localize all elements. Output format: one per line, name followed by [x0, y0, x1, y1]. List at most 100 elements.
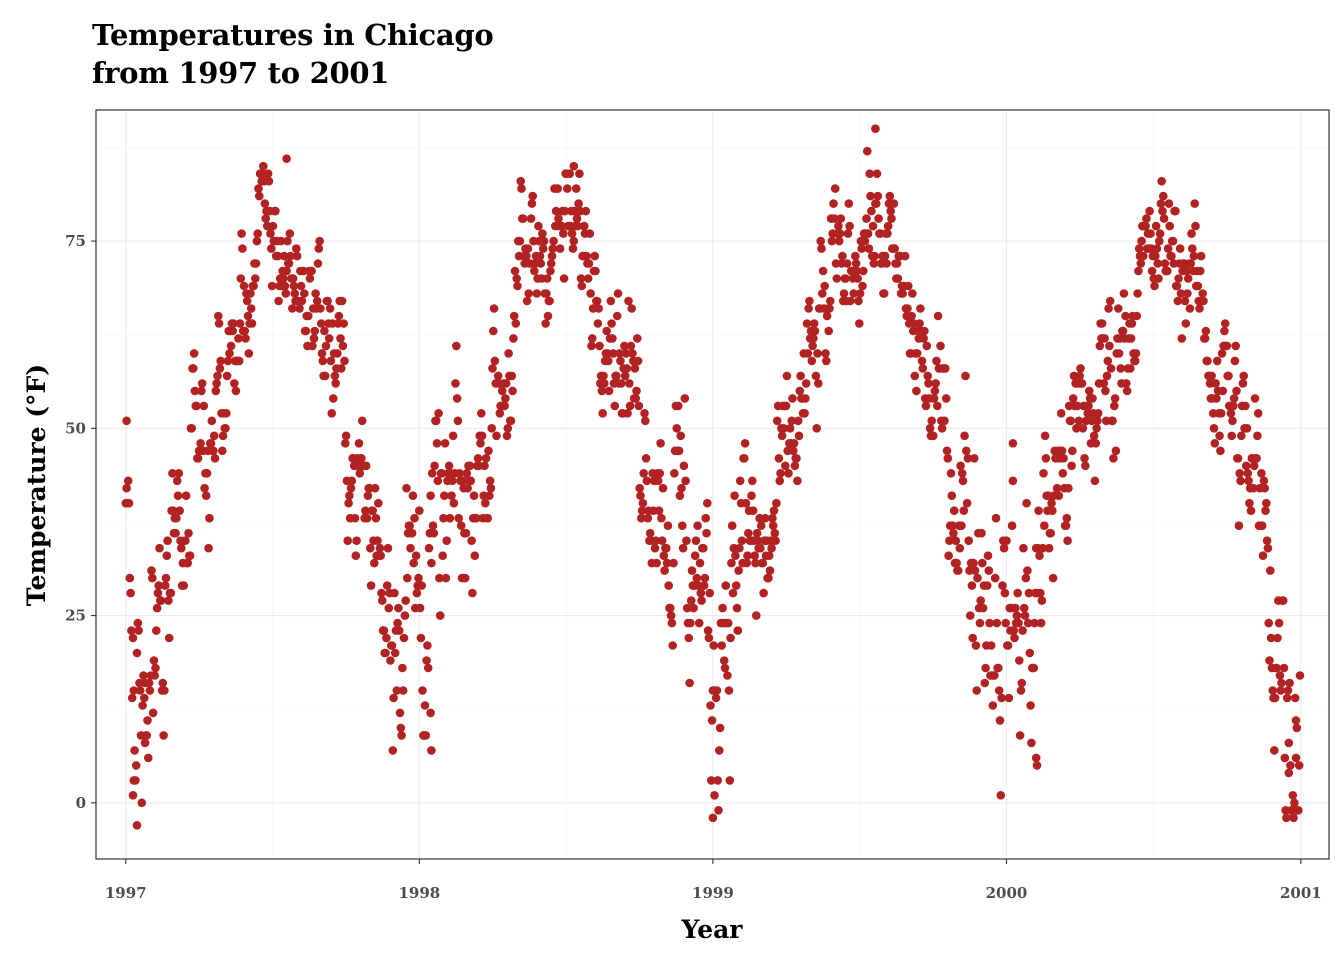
data-point [572, 214, 582, 223]
data-point [1073, 401, 1082, 411]
data-point [653, 476, 663, 486]
data-point [1210, 439, 1220, 448]
data-point [1040, 521, 1049, 530]
data-point [941, 364, 950, 373]
data-point [1103, 356, 1113, 366]
data-point [635, 483, 644, 493]
data-point [1244, 476, 1253, 486]
data-point [315, 236, 324, 246]
data-point [999, 543, 1009, 553]
data-point [202, 469, 212, 478]
data-point [135, 686, 145, 695]
data-point [865, 169, 874, 178]
data-point [656, 439, 665, 448]
data-point [976, 596, 985, 605]
data-point [602, 326, 611, 336]
data-point [586, 289, 595, 298]
data-point [415, 506, 424, 515]
data-point [616, 379, 626, 388]
data-point [731, 581, 741, 590]
data-point [264, 176, 274, 186]
data-point [340, 356, 349, 366]
data-point [241, 334, 250, 343]
data-point [1215, 431, 1224, 441]
data-point [539, 236, 549, 246]
data-point [672, 424, 681, 433]
data-point [429, 528, 439, 538]
data-point [337, 364, 346, 373]
data-point [643, 513, 653, 523]
data-point [659, 551, 669, 560]
data-point [947, 491, 957, 501]
data-point [447, 491, 456, 501]
data-point [1027, 738, 1036, 748]
data-point [271, 206, 280, 216]
data-point [1089, 431, 1099, 441]
data-point [148, 708, 158, 718]
data-point [809, 334, 818, 343]
data-point [1133, 289, 1142, 298]
data-point [801, 379, 811, 388]
data-point [571, 184, 581, 193]
data-point [923, 371, 932, 381]
data-point [592, 296, 602, 306]
data-point [1054, 491, 1064, 501]
data-point [1021, 573, 1031, 583]
data-point [781, 461, 790, 471]
data-point [843, 229, 853, 238]
data-point [1047, 498, 1056, 508]
data-point [1242, 424, 1252, 433]
data-point [242, 296, 252, 306]
data-point [1201, 326, 1211, 336]
data-point [737, 536, 747, 545]
chart-title: Temperatures in Chicago [92, 18, 494, 52]
data-point [962, 446, 971, 456]
data-point [435, 573, 444, 583]
data-point [164, 596, 173, 605]
data-point [966, 611, 975, 620]
data-point [666, 611, 676, 620]
data-point [949, 528, 958, 538]
data-point [1046, 528, 1055, 538]
data-point [944, 551, 953, 560]
data-point [523, 244, 533, 253]
data-point [1275, 671, 1285, 680]
data-point [1011, 603, 1020, 613]
data-point [814, 379, 823, 388]
data-point [1106, 364, 1116, 373]
data-point [851, 259, 861, 268]
data-point [376, 551, 386, 560]
data-point [584, 259, 594, 268]
data-point [251, 274, 260, 283]
data-point [1077, 379, 1087, 388]
data-point [725, 776, 735, 785]
data-point [1038, 543, 1047, 553]
data-point [144, 678, 154, 688]
data-point [316, 304, 325, 313]
data-point [1127, 319, 1137, 328]
data-point [581, 206, 591, 216]
data-point [347, 476, 357, 486]
data-point [775, 476, 784, 486]
data-point [711, 693, 721, 703]
data-point [741, 498, 751, 508]
data-point [1035, 551, 1044, 560]
data-point [192, 401, 201, 411]
data-point [943, 454, 953, 463]
data-point [1238, 379, 1248, 388]
data-point [1239, 371, 1248, 381]
data-point [818, 289, 827, 298]
data-point [1121, 311, 1130, 321]
data-point [1252, 454, 1261, 463]
data-point [416, 633, 426, 643]
data-point [930, 386, 940, 396]
data-point [709, 641, 718, 650]
data-point [362, 513, 372, 523]
data-point [134, 626, 143, 635]
data-point [668, 641, 677, 650]
data-point [1283, 686, 1293, 695]
data-point [1024, 588, 1034, 598]
x-tick-label: 1999 [692, 884, 734, 902]
data-point [769, 506, 779, 515]
data-point [1264, 618, 1273, 628]
